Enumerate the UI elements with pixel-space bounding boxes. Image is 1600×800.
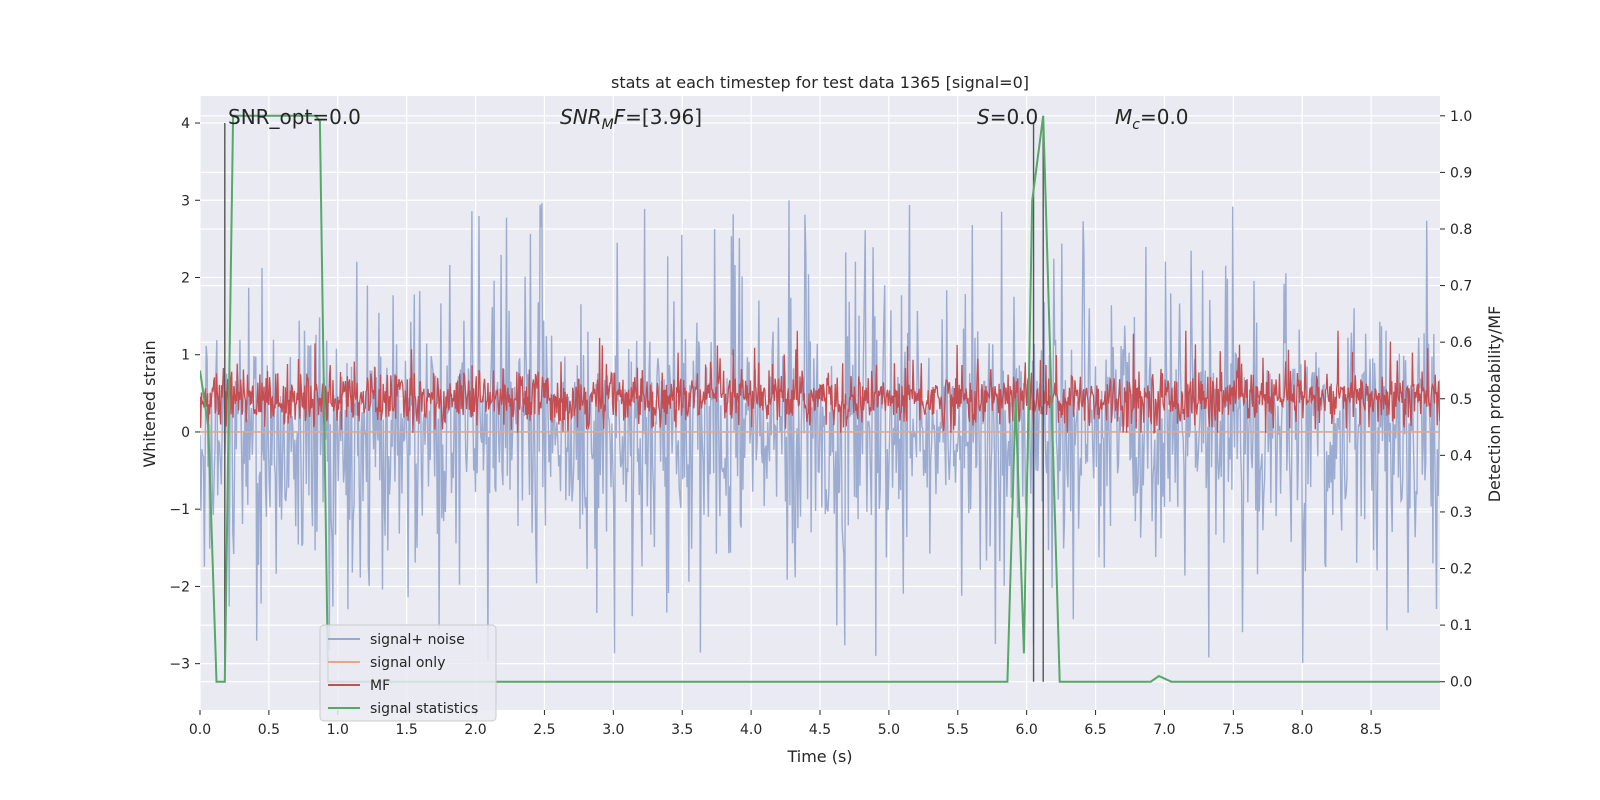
y-left-tick-label: −3 (169, 657, 190, 673)
y-right-tick-label: 0.1 (1450, 618, 1472, 634)
x-axis-ticks: 0.0 0.5 1.0 1.5 2.0 2.5 3.0 3.5 4.0 4.5 5.0 5.5 6.0 6… (189, 710, 1382, 738)
line-signal-statistics (200, 114, 1440, 683)
series-signal-statistics (200, 114, 1440, 683)
x-tick-label: 0.5 (258, 722, 280, 738)
y-right-axis-ticks: 1.0 0.9 0.8 0.7 0.6 0.5 0.4 0.3 0.2 0.1 0.0 (1440, 109, 1472, 691)
y-left-tick-label: −1 (169, 502, 190, 518)
y-left-tick-label: 1 (181, 348, 190, 364)
y-left-tick-label: 2 (181, 270, 190, 286)
x-tick-label: 7.0 (1153, 722, 1175, 738)
y-left-tick-label: 0 (181, 425, 190, 441)
x-tick-label: 6.0 (1016, 722, 1038, 738)
annotations: SNR_opt=0.0 SNRMF=[3.96] S=0.0 Mc=0.0 (228, 105, 1189, 133)
y-right-tick-label: 0.5 (1450, 392, 1472, 408)
x-tick-label: 5.5 (947, 722, 969, 738)
y-left-axis-label: Whitened strain (140, 340, 159, 467)
y-left-tick-label: 3 (181, 193, 190, 209)
legend-label: MF (370, 678, 390, 694)
x-tick-label: 8.5 (1360, 722, 1382, 738)
x-tick-label: 3.0 (602, 722, 624, 738)
x-tick-label: 2.5 (533, 722, 555, 738)
x-axis-label: Time (s) (786, 747, 852, 766)
y-right-tick-label: 0.0 (1450, 675, 1472, 691)
annotation-2: SNRMF=[3.96] (560, 105, 702, 133)
x-tick-label: 7.5 (1222, 722, 1244, 738)
annotation-4: Mc=0.0 (1115, 105, 1189, 133)
y-left-tick-label: 4 (181, 116, 190, 132)
y-right-tick-label: 0.9 (1450, 165, 1472, 181)
y-right-axis-label: Detection probability/MF (1485, 306, 1504, 503)
x-tick-label: 0.0 (189, 722, 211, 738)
x-tick-label: 1.0 (327, 722, 349, 738)
chart-title: stats at each timestep for test data 136… (611, 73, 1029, 92)
annotation-1: SNR_opt=0.0 (228, 105, 361, 129)
y-left-tick-label: −2 (169, 579, 190, 595)
legend-label: signal only (370, 655, 445, 671)
x-tick-label: 4.0 (740, 722, 762, 738)
y-right-tick-label: 0.7 (1450, 279, 1472, 295)
series-mf (200, 330, 1440, 435)
legend-label: signal+ noise (370, 632, 465, 648)
y-left-axis-ticks: 4 3 2 1 0 −1 −2 −3 (169, 116, 200, 673)
y-right-tick-label: 0.4 (1450, 448, 1472, 464)
x-tick-label: 5.0 (878, 722, 900, 738)
x-tick-label: 8.0 (1291, 722, 1313, 738)
x-tick-label: 4.5 (809, 722, 831, 738)
line-mf (200, 330, 1440, 435)
y-right-tick-label: 0.8 (1450, 222, 1472, 238)
y-right-tick-label: 0.3 (1450, 505, 1472, 521)
x-tick-label: 3.5 (671, 722, 693, 738)
y-right-tick-label: 0.6 (1450, 335, 1472, 351)
legend-box (319, 624, 497, 722)
x-tick-label: 2.0 (464, 722, 486, 738)
vertical-markers (224, 123, 1044, 682)
x-tick-label: 1.5 (396, 722, 418, 738)
y-right-tick-label: 1.0 (1450, 109, 1472, 125)
legend: signal+ noise signal only MF signal statist… (319, 624, 497, 722)
annotation-3: S=0.0 (977, 105, 1038, 129)
x-tick-label: 6.5 (1084, 722, 1106, 738)
y-right-tick-label: 0.2 (1450, 562, 1472, 578)
legend-label: signal statistics (370, 701, 478, 717)
